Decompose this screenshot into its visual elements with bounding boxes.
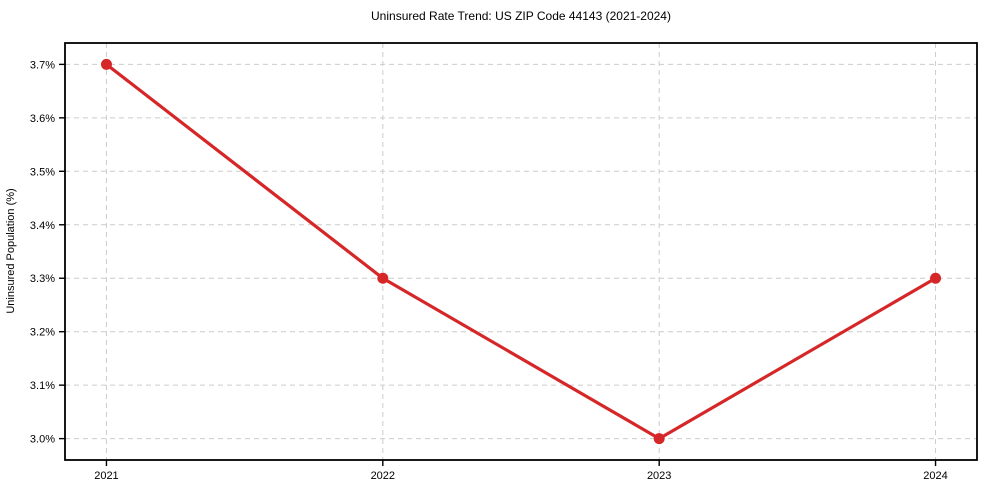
y-tick-label: 3.1%	[30, 380, 55, 392]
y-tick-label: 3.4%	[30, 220, 55, 232]
y-tick-label: 3.3%	[30, 273, 55, 285]
y-tick-label: 3.2%	[30, 327, 55, 339]
y-axis-label: Uninsured Population (%)	[5, 188, 17, 313]
y-tick-label: 3.0%	[30, 434, 55, 446]
trend-line	[104, 62, 938, 441]
y-tick-label: 3.6%	[30, 113, 55, 125]
data-point-2022	[377, 272, 389, 284]
y-tick-label: 3.5%	[30, 166, 55, 178]
data-point-2024	[930, 272, 942, 284]
y-tick-label: 3.7%	[30, 59, 55, 71]
data-point-2023	[653, 433, 665, 445]
x-tick-label: 2021	[94, 470, 118, 482]
x-tick-label: 2022	[371, 470, 395, 482]
x-tick-label: 2024	[923, 470, 947, 482]
chart-title: Uninsured Rate Trend: US ZIP Code 44143 …	[371, 9, 671, 23]
x-tick-label: 2023	[647, 470, 671, 482]
data-point-2021	[100, 58, 112, 70]
plot-border	[64, 42, 978, 461]
